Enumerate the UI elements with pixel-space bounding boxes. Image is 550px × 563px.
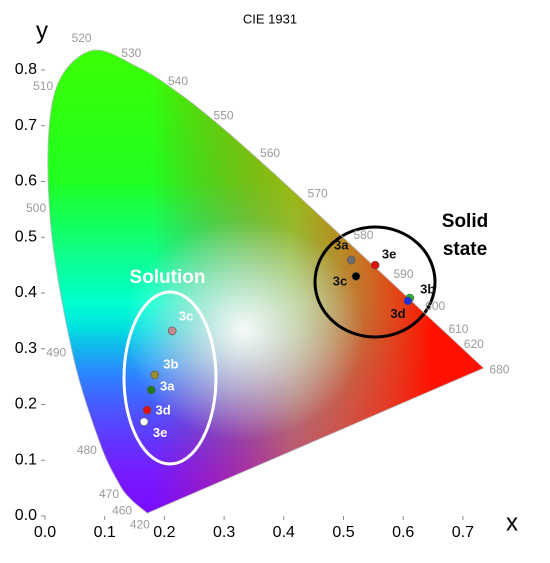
series-label: Solid state	[441, 211, 489, 260]
x-tick-label: 0.3	[213, 524, 235, 541]
y-tick-label: 0.4	[15, 284, 37, 301]
point-label: 3c	[333, 274, 347, 289]
wavelength-label: 490	[46, 345, 66, 359]
point-label: 3e	[382, 247, 396, 262]
spectral-locus	[47, 49, 485, 514]
data-point	[351, 271, 361, 281]
point-label: 3d	[390, 306, 405, 321]
x-tick-label: 0.4	[273, 524, 295, 541]
solid-state-ellipse	[313, 225, 437, 339]
chart-title: CIE 1931	[243, 11, 297, 26]
point-label: 3c	[179, 308, 193, 323]
y-tick-label: 0.5	[15, 228, 37, 245]
wavelength-label: 530	[121, 46, 141, 60]
x-axis-label: x	[506, 509, 518, 536]
wavelength-label: 420	[130, 518, 150, 532]
y-tick-label: 0.1	[15, 451, 37, 468]
y-tick-label: 0.7	[15, 117, 37, 134]
solution-ellipse	[122, 290, 218, 466]
gamut-fill	[47, 49, 484, 514]
series-label: Solution	[129, 267, 206, 288]
y-tick-label: 0.2	[15, 396, 37, 413]
wavelength-label: 560	[260, 146, 280, 160]
data-point	[167, 326, 177, 336]
data-point	[403, 296, 413, 306]
white-point	[123, 220, 364, 441]
y-tick-label: 0.3	[15, 340, 37, 357]
y-tick-label: 0.0	[15, 507, 37, 524]
wavelength-label: 460	[112, 503, 132, 517]
point-label: 3e	[153, 425, 167, 440]
data-point	[139, 417, 149, 427]
x-tick-label: 0.5	[332, 524, 354, 541]
point-label: 3a	[160, 378, 175, 393]
x-tick-label: 0.6	[392, 524, 414, 541]
wavelength-label: 580	[353, 228, 373, 242]
wavelength-label: 610	[448, 322, 468, 336]
wavelength-label: 470	[99, 487, 119, 501]
y-tick-label: 0.8	[15, 61, 37, 78]
x-tick-label: 0.2	[153, 524, 175, 541]
data-point	[346, 255, 356, 265]
y-axis-label: y	[36, 17, 48, 44]
point-label: 3b	[420, 281, 435, 296]
wavelength-label: 600	[425, 299, 445, 313]
data-point	[150, 370, 160, 380]
wavelength-label: 540	[168, 74, 188, 88]
point-label: 3b	[163, 356, 178, 371]
wavelength-label: 480	[77, 443, 97, 457]
wavelength-label: 590	[393, 267, 413, 281]
x-tick-label: 0.1	[94, 524, 116, 541]
x-tick-label: 0.0	[34, 524, 56, 541]
wavelength-label: 570	[308, 187, 328, 201]
data-point	[142, 405, 152, 415]
wavelength-label: 520	[72, 31, 92, 45]
data-point	[146, 385, 156, 395]
wavelength-label: 500	[26, 201, 46, 215]
wavelength-label: 510	[33, 79, 53, 93]
y-tick-label: 0.6	[15, 173, 37, 190]
point-label: 3a	[334, 238, 349, 253]
wavelength-label: 620	[464, 337, 484, 351]
wavelength-label: 680	[489, 362, 509, 376]
x-tick-label: 0.7	[452, 524, 474, 541]
data-point	[370, 260, 380, 270]
point-label: 3d	[156, 403, 171, 418]
wavelength-label: 550	[214, 108, 234, 122]
